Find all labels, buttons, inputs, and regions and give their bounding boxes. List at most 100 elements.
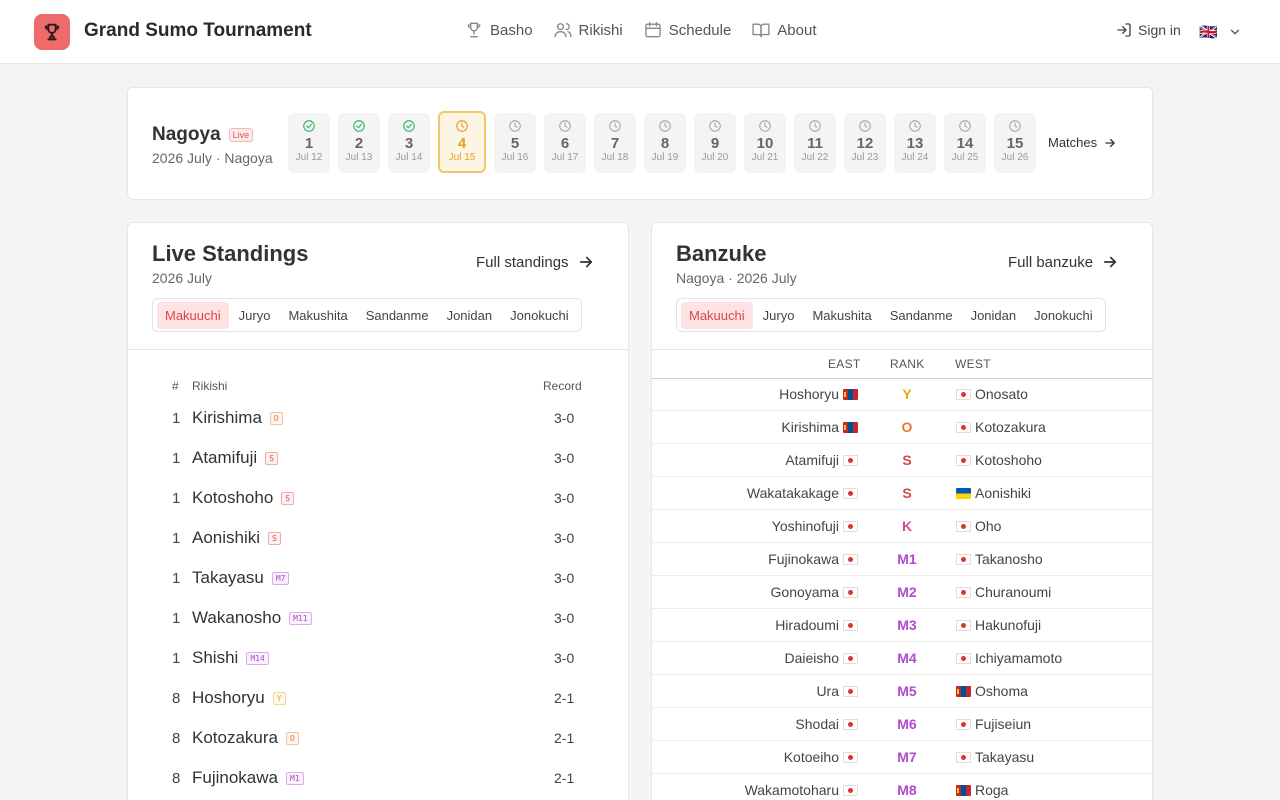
- rikishi-name-cell: Kirishima O: [192, 408, 283, 428]
- day-6[interactable]: 6 Jul 17: [544, 113, 586, 173]
- west-rikishi[interactable]: Ichiyamamoto: [956, 650, 1062, 666]
- west-rikishi-name: Oho: [975, 518, 1002, 534]
- table-row[interactable]: 1 Shishi M14 3-0: [128, 640, 628, 680]
- day-9[interactable]: 9 Jul 20: [694, 113, 736, 173]
- west-rikishi[interactable]: Aonishiki: [956, 485, 1031, 501]
- east-rikishi[interactable]: Wakamotoharu: [745, 782, 858, 798]
- east-rikishi[interactable]: Shodai: [795, 716, 858, 732]
- east-rikishi[interactable]: Kotoeiho: [784, 749, 858, 765]
- day-12[interactable]: 12 Jul 23: [844, 113, 886, 173]
- west-rikishi[interactable]: Oho: [956, 518, 1001, 534]
- east-rikishi[interactable]: Hoshoryu: [779, 386, 858, 402]
- day-date: Jul 19: [651, 152, 679, 163]
- east-rikishi[interactable]: Yoshinofuji: [772, 518, 858, 534]
- col-header-east: EAST: [828, 357, 861, 371]
- table-row[interactable]: 1 Wakanosho M11 3-0: [128, 600, 628, 640]
- clock-icon: [659, 120, 671, 132]
- language-selector[interactable]: 🇬🇧: [1199, 23, 1242, 41]
- west-rikishi[interactable]: Takanosho: [956, 551, 1043, 567]
- rikishi-name[interactable]: Kotoshoho: [192, 488, 274, 507]
- east-rikishi[interactable]: Fujinokawa: [768, 551, 858, 567]
- west-rikishi[interactable]: Roga: [956, 782, 1008, 798]
- west-rikishi[interactable]: Takayasu: [956, 749, 1034, 765]
- table-row[interactable]: 8 Hoshoryu Y 2-1: [128, 680, 628, 720]
- matches-link[interactable]: Matches: [1048, 135, 1117, 150]
- east-rikishi[interactable]: Gonoyama: [771, 584, 858, 600]
- nav-schedule[interactable]: Schedule: [643, 20, 731, 40]
- nav-rikishi[interactable]: Rikishi: [553, 20, 623, 40]
- table-row[interactable]: 8 Fujinokawa M1 2-1: [128, 760, 628, 800]
- east-rikishi[interactable]: Daieisho: [785, 650, 858, 666]
- east-rikishi[interactable]: Hiradoumi: [775, 617, 858, 633]
- matches-label: Matches: [1048, 135, 1098, 150]
- east-rikishi-name: Wakatakakage: [746, 485, 839, 501]
- day-1[interactable]: 1 Jul 12: [288, 113, 330, 173]
- rank-badge: Y: [272, 691, 286, 705]
- col-header-record: Record: [543, 379, 582, 393]
- day-2[interactable]: 2 Jul 13: [338, 113, 380, 173]
- tab-jonokuchi[interactable]: Jonokuchi: [510, 307, 569, 323]
- east-rikishi[interactable]: Ura: [816, 683, 858, 699]
- tab-makushita[interactable]: Makushita: [812, 307, 872, 323]
- day-15[interactable]: 15 Jul 26: [994, 113, 1036, 173]
- west-rikishi[interactable]: Onosato: [956, 386, 1028, 402]
- table-row[interactable]: 8 Kotozakura O 2-1: [128, 720, 628, 760]
- west-rikishi-name: Roga: [975, 782, 1009, 798]
- day-3[interactable]: 3 Jul 14: [388, 113, 430, 173]
- tab-jonidan[interactable]: Jonidan: [446, 307, 493, 323]
- trophy-logo-icon[interactable]: [34, 14, 70, 50]
- rikishi-name[interactable]: Kotozakura: [192, 728, 278, 747]
- table-row: Kirishima O Kotozakura: [652, 411, 1152, 444]
- standing-rank: 1: [172, 410, 181, 427]
- rikishi-name[interactable]: Takayasu: [192, 568, 264, 587]
- west-rikishi[interactable]: Kotozakura: [956, 419, 1046, 435]
- west-rikishi[interactable]: Churanoumi: [956, 584, 1051, 600]
- rikishi-name[interactable]: Kirishima: [192, 408, 262, 427]
- west-rikishi[interactable]: Oshoma: [956, 683, 1028, 699]
- day-13[interactable]: 13 Jul 24: [894, 113, 936, 173]
- table-row[interactable]: 1 Kirishima O 3-0: [128, 400, 628, 440]
- tab-makuuchi[interactable]: Makuuchi: [681, 301, 753, 329]
- rikishi-name[interactable]: Shishi: [192, 648, 239, 667]
- east-rikishi[interactable]: Kirishima: [781, 419, 858, 435]
- rikishi-name[interactable]: Aonishiki: [192, 528, 261, 547]
- rikishi-name[interactable]: Atamifuji: [192, 448, 258, 467]
- day-11[interactable]: 11 Jul 22: [794, 113, 836, 173]
- table-row[interactable]: 1 Atamifuji S 3-0: [128, 440, 628, 480]
- rikishi-name[interactable]: Fujinokawa: [192, 768, 278, 787]
- tab-makushita[interactable]: Makushita: [288, 307, 348, 323]
- full-standings-link[interactable]: Full standings: [476, 253, 595, 271]
- tab-sandanme[interactable]: Sandanme: [365, 307, 429, 323]
- day-10[interactable]: 10 Jul 21: [744, 113, 786, 173]
- nav-about[interactable]: About: [751, 20, 817, 40]
- west-rikishi-name: Aonishiki: [975, 485, 1032, 501]
- standing-rank: 1: [172, 450, 181, 467]
- banzuke-subtitle: Nagoya · 2026 July: [676, 270, 797, 286]
- day-7[interactable]: 7 Jul 18: [594, 113, 636, 173]
- west-rikishi[interactable]: Hakunofuji: [956, 617, 1041, 633]
- table-row[interactable]: 1 Kotoshoho S 3-0: [128, 480, 628, 520]
- day-number: 15: [1006, 135, 1024, 152]
- east-rikishi[interactable]: Atamifuji: [785, 452, 858, 468]
- table-row[interactable]: 1 Aonishiki S 3-0: [128, 520, 628, 560]
- app-title[interactable]: Grand Sumo Tournament: [84, 20, 312, 41]
- day-5[interactable]: 5 Jul 16: [494, 113, 536, 173]
- tab-juryo[interactable]: Juryo: [762, 307, 795, 323]
- tab-jonidan[interactable]: Jonidan: [970, 307, 1017, 323]
- table-row[interactable]: 1 Takayasu M7 3-0: [128, 560, 628, 600]
- tab-sandanme[interactable]: Sandanme: [889, 307, 953, 323]
- full-banzuke-link[interactable]: Full banzuke: [1008, 253, 1119, 271]
- tab-juryo[interactable]: Juryo: [238, 307, 271, 323]
- east-rikishi[interactable]: Wakatakakage: [747, 485, 858, 501]
- tab-jonokuchi[interactable]: Jonokuchi: [1034, 307, 1093, 323]
- day-14[interactable]: 14 Jul 25: [944, 113, 986, 173]
- day-8[interactable]: 8 Jul 19: [644, 113, 686, 173]
- day-4[interactable]: 4 Jul 15: [438, 111, 486, 173]
- nav-basho[interactable]: Basho: [464, 20, 533, 40]
- rikishi-name[interactable]: Wakanosho: [192, 608, 282, 627]
- sign-in-button[interactable]: Sign in: [1116, 22, 1181, 38]
- west-rikishi[interactable]: Kotoshoho: [956, 452, 1042, 468]
- west-rikishi[interactable]: Fujiseiun: [956, 716, 1031, 732]
- rikishi-name[interactable]: Hoshoryu: [192, 688, 265, 707]
- tab-makuuchi[interactable]: Makuuchi: [157, 301, 229, 329]
